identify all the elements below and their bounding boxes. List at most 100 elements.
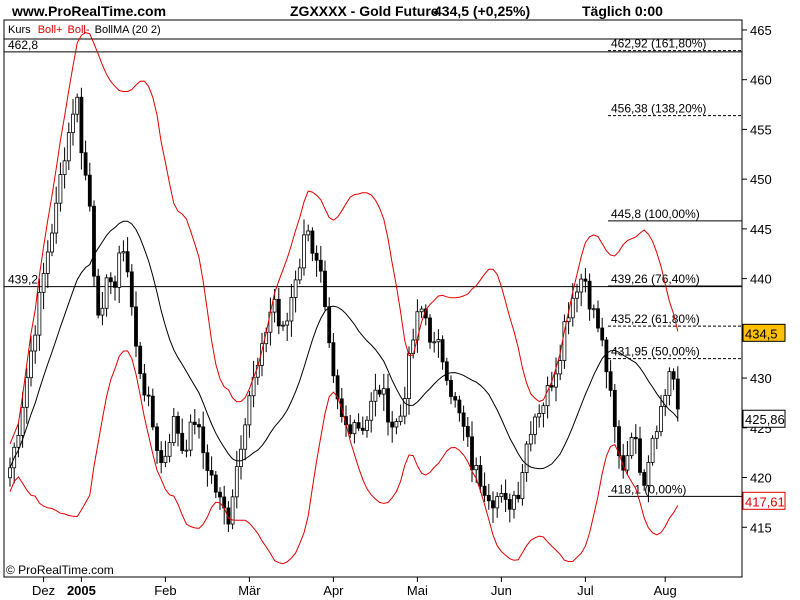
- candle-body: [335, 375, 340, 400]
- site-title: www.ProRealTime.com: [12, 3, 167, 19]
- fibonacci-label: 445,8 (100,00%): [611, 207, 700, 221]
- candle-body: [453, 396, 458, 401]
- fibonacci-label: 439,26 (76,40%): [611, 272, 700, 286]
- candle-body: [457, 399, 462, 414]
- bollinger-ma-line: [9, 220, 679, 470]
- candle-body: [528, 433, 533, 445]
- y-tick-label: 430: [750, 371, 772, 386]
- candle-body: [134, 306, 138, 347]
- candle-body: [625, 455, 630, 471]
- candle-body: [629, 437, 634, 457]
- candle-body: [83, 152, 88, 176]
- candle-body: [579, 278, 584, 293]
- candle-body: [302, 234, 306, 269]
- y-tick-label: 460: [750, 73, 772, 88]
- copyright: © ProRealTime.com: [6, 563, 114, 577]
- candle-body: [167, 442, 172, 457]
- candle-body: [45, 251, 50, 274]
- plot-frame: [3, 19, 743, 578]
- candle-body: [495, 496, 500, 509]
- candle-body: [486, 495, 491, 502]
- x-tick-label: Jun: [491, 583, 512, 598]
- candle-body: [558, 360, 563, 375]
- candle-body: [402, 398, 407, 417]
- candle-body: [428, 317, 432, 343]
- candle-body: [650, 437, 655, 463]
- candle-body: [596, 308, 600, 329]
- candle-body: [314, 252, 319, 261]
- candle-body: [331, 342, 336, 377]
- candle-body: [360, 427, 365, 431]
- candle-body: [524, 443, 529, 473]
- candle-body: [381, 388, 386, 395]
- candle-body: [541, 405, 546, 414]
- candle-body: [407, 353, 411, 399]
- candle-body: [188, 421, 193, 451]
- candle-body: [29, 350, 33, 379]
- candle-body: [516, 494, 521, 500]
- candle-body: [92, 205, 96, 277]
- candle-body: [373, 389, 378, 402]
- candle-body: [449, 380, 453, 397]
- candle-body: [87, 174, 92, 207]
- candle-body: [24, 377, 29, 408]
- candle-body: [293, 279, 298, 298]
- candle-body: [369, 400, 374, 421]
- price-tag-label: 425,86: [745, 412, 785, 427]
- y-tick-label: 455: [750, 122, 772, 137]
- candle-body: [281, 324, 285, 327]
- candle-body: [8, 467, 12, 479]
- bollinger-lower-line: [9, 350, 679, 565]
- candle-body: [272, 298, 277, 313]
- candle-body: [675, 378, 680, 410]
- candle-body: [117, 252, 122, 288]
- price-tag-box: [742, 323, 786, 342]
- candle-body: [444, 361, 449, 381]
- candle-body: [50, 232, 54, 253]
- candle-body: [633, 437, 638, 440]
- candle-body: [213, 474, 218, 493]
- candle-body: [499, 492, 504, 498]
- candle-body: [276, 298, 281, 327]
- candle-body: [176, 415, 180, 434]
- candle-body: [432, 341, 437, 344]
- candle-body: [138, 345, 143, 375]
- candle-body: [75, 96, 80, 115]
- candle-body: [394, 421, 399, 428]
- candle-body: [520, 472, 525, 500]
- candle-body: [201, 426, 206, 454]
- candle-body: [436, 339, 441, 343]
- x-tick-label: Mär: [238, 583, 261, 598]
- candle-body: [205, 452, 210, 471]
- candle-body: [482, 485, 487, 496]
- candle-body: [549, 385, 554, 388]
- candle-body: [226, 507, 231, 525]
- candle-body: [297, 267, 302, 281]
- candle-body: [617, 426, 621, 457]
- candle-body: [209, 470, 214, 476]
- candle-body: [142, 373, 147, 396]
- candle-body: [327, 306, 332, 344]
- candle-body: [58, 174, 63, 204]
- candle-body: [41, 272, 46, 293]
- candle-body: [66, 132, 71, 162]
- candle-body: [113, 281, 117, 288]
- candle-body: [659, 406, 663, 433]
- candle-body: [104, 277, 109, 309]
- candle-body: [461, 412, 466, 427]
- x-tick-label: Apr: [323, 583, 344, 598]
- candle-body: [583, 278, 588, 282]
- candle-body: [230, 496, 235, 525]
- candle-body: [575, 291, 579, 299]
- candle-body: [163, 455, 168, 464]
- candle-body: [121, 251, 126, 254]
- candle-body: [470, 436, 474, 471]
- y-tick-label: 440: [750, 272, 772, 287]
- candle-body: [478, 465, 483, 487]
- candle-body: [491, 500, 495, 509]
- candle-body: [285, 320, 290, 326]
- candle-body: [646, 461, 651, 486]
- candle-body: [33, 334, 38, 352]
- price-tag-box: [742, 409, 786, 428]
